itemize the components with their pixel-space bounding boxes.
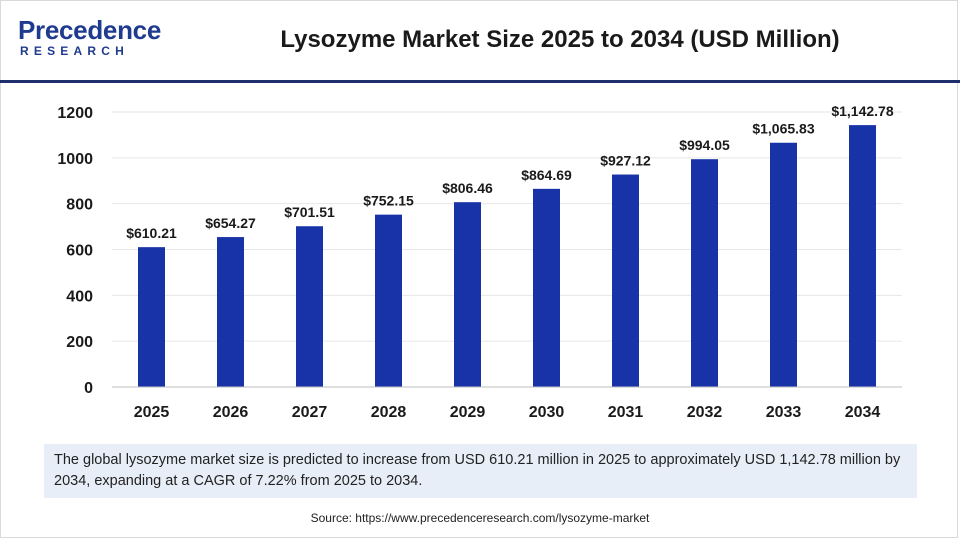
bar-chart: 0 200 400 600 800 1000 1200 $610.21 $654.27 $701… <box>57 103 902 421</box>
bar-2031 <box>612 174 639 387</box>
bar-2028 <box>375 214 402 387</box>
x-tick-label-2034: 2034 <box>845 404 881 421</box>
x-tick-label-2031: 2031 <box>608 404 644 421</box>
logo-subtitle: RESEARCH <box>20 44 129 58</box>
source-citation: Source: https://www.precedenceresearch.c… <box>310 511 650 525</box>
x-tick-label-2032: 2032 <box>687 404 723 421</box>
data-label-2027: $701.51 <box>284 204 335 220</box>
summary-note: The global lysozyme market size is predi… <box>44 444 917 498</box>
data-label-2029: $806.46 <box>442 180 493 196</box>
bar-2030 <box>533 188 560 387</box>
bar-2032 <box>691 159 718 387</box>
y-tick-label: 800 <box>66 197 93 214</box>
data-label-2028: $752.15 <box>363 193 414 209</box>
y-axis-tick-labels: 0 200 400 600 800 1000 1200 <box>57 105 93 397</box>
x-tick-label-2033: 2033 <box>766 404 802 421</box>
x-tick-label-2026: 2026 <box>213 404 249 421</box>
data-label-2025: $610.21 <box>126 225 177 241</box>
bar-2033 <box>770 142 797 387</box>
x-tick-label-2030: 2030 <box>529 404 565 421</box>
header-divider <box>0 80 960 83</box>
x-tick-label-2027: 2027 <box>292 404 328 421</box>
y-tick-label: 1200 <box>57 105 93 122</box>
x-tick-label-2029: 2029 <box>450 404 486 421</box>
precedence-research-logo: Precedence RESEARCH <box>18 14 168 64</box>
data-label-2031: $927.12 <box>600 153 651 169</box>
y-tick-label: 600 <box>66 243 93 260</box>
bar-2025 <box>138 247 165 387</box>
y-tick-label: 400 <box>66 288 93 305</box>
bar-2027 <box>296 226 323 387</box>
chart-bars <box>138 125 876 387</box>
x-tick-label-2028: 2028 <box>371 404 407 421</box>
bar-2026 <box>217 237 244 387</box>
data-label-2034: $1,142.78 <box>831 103 893 119</box>
y-tick-label: 200 <box>66 334 93 351</box>
y-tick-label: 1000 <box>57 151 93 168</box>
bar-2029 <box>454 202 481 387</box>
x-axis-tick-labels: 2025 2026 2027 2028 2029 2030 2031 2032 2033 2034 <box>134 404 881 421</box>
data-label-2026: $654.27 <box>205 215 256 231</box>
logo-wordmark: Precedence <box>18 15 161 45</box>
bar-2034 <box>849 125 876 387</box>
data-label-2030: $864.69 <box>521 167 572 183</box>
data-label-2032: $994.05 <box>679 137 730 153</box>
page-title: Lysozyme Market Size 2025 to 2034 (USD M… <box>280 26 840 53</box>
chart-data-labels: $610.21 $654.27 $701.51 $752.15 $806.46 $864.… <box>126 103 894 241</box>
x-tick-label-2025: 2025 <box>134 404 170 421</box>
data-label-2033: $1,065.83 <box>752 121 814 137</box>
y-tick-label: 0 <box>84 380 93 397</box>
header: Precedence RESEARCH Lysozyme Market Size… <box>0 0 960 80</box>
